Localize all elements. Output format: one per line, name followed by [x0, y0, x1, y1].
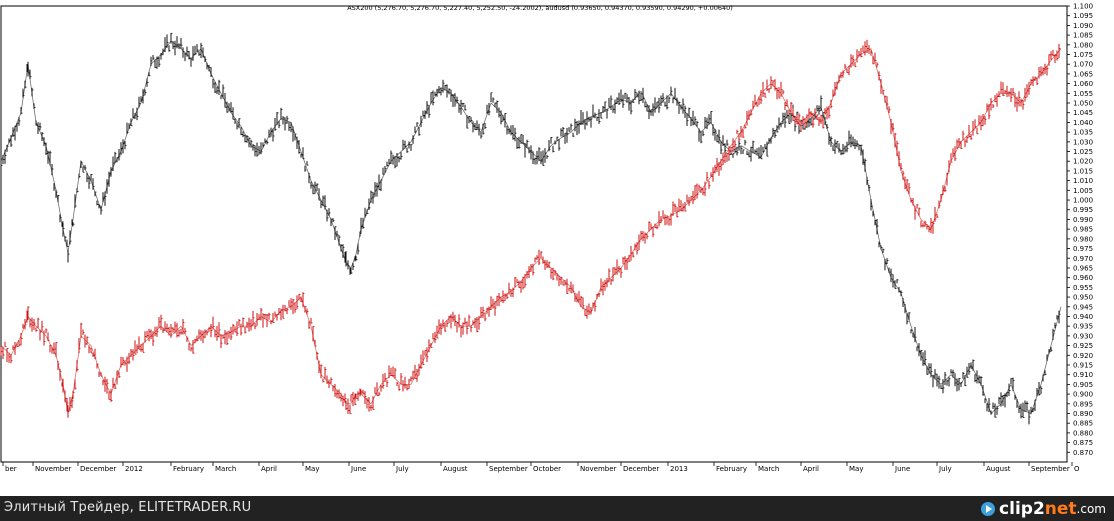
- y-tick-label: 0.875: [1073, 439, 1093, 447]
- logo-suffix-text: .com: [1076, 501, 1106, 516]
- y-tick-label: 1.000: [1073, 197, 1093, 205]
- x-tick-label: February: [716, 465, 747, 473]
- y-tick-label: 1.015: [1073, 167, 1093, 175]
- chart-title: ASX200 (5,276.70, 5,276.70, 5,227.40, 5,…: [347, 4, 733, 12]
- y-tick-label: 0.915: [1073, 361, 1093, 369]
- y-tick-label: 0.965: [1073, 264, 1093, 272]
- logo-accent-text: net: [1044, 498, 1077, 519]
- y-tick-label: 1.075: [1073, 51, 1093, 59]
- x-tick-label: May: [305, 465, 319, 473]
- y-tick-label: 1.035: [1073, 129, 1093, 137]
- y-tick-label: 1.095: [1073, 12, 1093, 20]
- x-tick-label: October: [533, 465, 561, 473]
- y-tick-label: 0.955: [1073, 284, 1093, 292]
- chart-svg: ASX200 (5,276.70, 5,276.70, 5,227.40, 5,…: [0, 3, 1093, 473]
- x-tick-label: June: [350, 465, 366, 473]
- x-tick-label: August: [443, 465, 468, 473]
- y-tick-label: 0.975: [1073, 245, 1093, 253]
- y-tick-label: 0.940: [1073, 313, 1093, 321]
- x-tick-label: June: [894, 465, 910, 473]
- y-tick-label: 0.910: [1073, 371, 1093, 379]
- series-audusd: [0, 39, 1062, 418]
- y-tick-label: 1.050: [1073, 100, 1093, 108]
- series-group: [0, 32, 1062, 425]
- y-tick-label: 1.030: [1073, 138, 1093, 146]
- x-tick-label: March: [758, 465, 779, 473]
- x-tick-label: March: [215, 465, 236, 473]
- x-tick-label: December: [80, 465, 116, 473]
- x-tick-label: ber: [5, 465, 17, 473]
- y-tick-label: 1.070: [1073, 61, 1093, 69]
- y-tick-label: 0.960: [1073, 274, 1093, 282]
- clip2net-logo-icon: [981, 501, 996, 516]
- y-tick-label: 1.010: [1073, 177, 1093, 185]
- y-tick-label: 1.055: [1073, 90, 1093, 98]
- clip2net-logo[interactable]: clip2 net .com: [981, 498, 1106, 519]
- y-tick-label: 0.990: [1073, 216, 1093, 224]
- y-tick-label: 0.920: [1073, 352, 1093, 360]
- x-tick-label: November: [35, 465, 72, 473]
- y-tick-label: 0.905: [1073, 381, 1093, 389]
- y-tick-label: 1.045: [1073, 109, 1093, 117]
- footer-bar: Элитный Трейдер, ELITETRADER.RU clip2 ne…: [0, 496, 1114, 521]
- y-tick-label: 1.005: [1073, 187, 1093, 195]
- y-tick-label: 1.060: [1073, 80, 1093, 88]
- x-tick-label: May: [849, 465, 863, 473]
- x-tick-label: July: [938, 465, 952, 473]
- y-tick-label: 1.040: [1073, 119, 1093, 127]
- x-tick-label: April: [261, 465, 277, 473]
- x-tick-label: 2013: [670, 465, 688, 473]
- series-asx200: [0, 32, 1062, 425]
- y-tick-label: 1.085: [1073, 32, 1093, 40]
- y-tick-label: 1.065: [1073, 70, 1093, 78]
- y-tick-label: 0.985: [1073, 226, 1093, 234]
- x-tick-label: September: [1031, 465, 1070, 473]
- x-tick-label: August: [986, 465, 1011, 473]
- y-tick-label: 1.025: [1073, 148, 1093, 156]
- logo-main-text: clip2: [999, 498, 1045, 519]
- y-tick-label: 0.890: [1073, 410, 1093, 418]
- x-tick-label: November: [580, 465, 617, 473]
- y-tick-label: 0.935: [1073, 323, 1093, 331]
- footer-caption: Элитный Трейдер, ELITETRADER.RU: [4, 500, 252, 515]
- y-tick-label: 0.970: [1073, 255, 1093, 263]
- chart-area: ASX200 (5,276.70, 5,276.70, 5,227.40, 5,…: [0, 2, 1094, 473]
- y-tick-label: 0.895: [1073, 400, 1093, 408]
- x-tick-label: 2012: [125, 465, 143, 473]
- x-tick-label: April: [803, 465, 819, 473]
- y-tick-label: 1.090: [1073, 22, 1093, 30]
- y-tick-label: 1.080: [1073, 41, 1093, 49]
- y-tick-label: 0.930: [1073, 332, 1093, 340]
- x-tick-label: February: [173, 465, 204, 473]
- y-tick-label: 0.885: [1073, 420, 1093, 428]
- plot-frame: [0, 5, 1068, 463]
- y-tick-label: 0.880: [1073, 429, 1093, 437]
- y-tick-label: 1.100: [1073, 3, 1093, 11]
- y-tick-label: 0.870: [1073, 449, 1093, 457]
- y-tick-label: 0.980: [1073, 235, 1093, 243]
- x-tick-label: December: [623, 465, 659, 473]
- y-tick-label: 0.950: [1073, 294, 1093, 302]
- y-tick-label: 0.945: [1073, 303, 1093, 311]
- x-tick-label: O: [1074, 465, 1080, 473]
- x-axis: ber November December 2012 February March Apri…: [2, 462, 1080, 473]
- y-tick-label: 0.925: [1073, 342, 1093, 350]
- y-tick-label: 1.020: [1073, 158, 1093, 166]
- series-line-asx200: [0, 40, 1062, 415]
- y-tick-label: 0.995: [1073, 206, 1093, 214]
- y-tick-label: 0.900: [1073, 391, 1093, 399]
- x-tick-label: September: [489, 465, 528, 473]
- x-tick-label: July: [395, 465, 409, 473]
- series-line-audusd: [0, 48, 1062, 414]
